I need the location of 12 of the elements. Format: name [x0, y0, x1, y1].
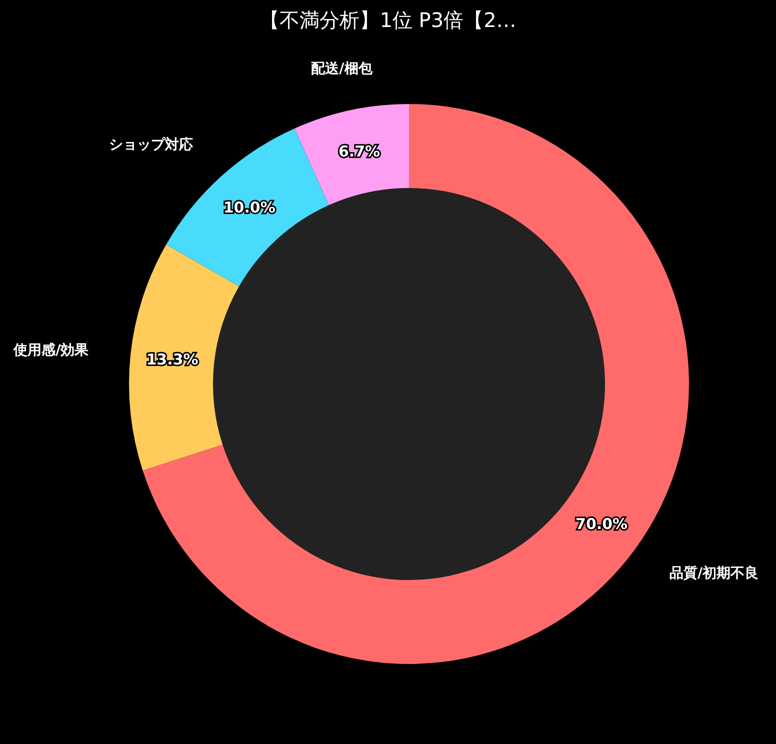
slice-label: 品質/初期不良: [670, 564, 759, 582]
slice-label: 配送/梱包: [311, 61, 374, 78]
donut-slice: [129, 244, 240, 471]
slice-label: 使用感/効果: [12, 342, 90, 359]
donut-slice: [294, 104, 409, 206]
donut-slice: [166, 128, 329, 286]
slice-label: ショップ対応: [109, 136, 194, 154]
data-label: 10.0%: [223, 198, 276, 216]
data-label: 13.3%: [146, 350, 198, 368]
chart-title: 【不満分析】1位 P3倍【2…: [260, 8, 516, 32]
data-label: 70.0%: [576, 514, 628, 533]
data-label: 6.7%: [338, 142, 380, 160]
